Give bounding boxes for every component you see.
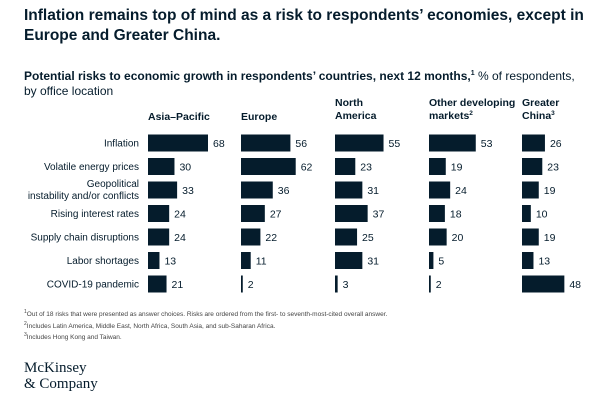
bar-north-america-labor-shortages xyxy=(335,252,363,269)
category-label-geopolitical-instability-and-or-conflicts: Geopolitical instability and/or conflicts xyxy=(28,179,139,202)
bar-europe-volatile-energy-prices xyxy=(241,158,296,175)
bar-greater-china-supply-chain-disruptions xyxy=(522,228,539,246)
bar-other-developing-markets-covid-19-pandemic xyxy=(429,275,431,293)
category-label-covid-19-pandemic: COVID-19 pandemic xyxy=(47,280,139,291)
bar-north-america-geopolitical-instability-and-or-conflicts xyxy=(335,181,363,199)
bar-europe-rising-interest-rates xyxy=(241,205,265,222)
chart-title: Inflation remains top of mind as a risk … xyxy=(24,7,584,44)
panel-header-other-developing-markets: Other developing markets2 xyxy=(429,97,515,122)
value-label-other-developing-markets-inflation: 53 xyxy=(481,138,493,150)
bar-other-developing-markets-labor-shortages xyxy=(429,252,434,269)
bar-asia-pacific-volatile-energy-prices xyxy=(148,158,175,175)
mckinsey-logo: McKinsey & Company xyxy=(24,360,98,392)
bar-asia-pacific-supply-chain-disruptions xyxy=(148,228,170,246)
bar-europe-supply-chain-disruptions xyxy=(241,228,261,246)
category-label-inflation: Inflation xyxy=(104,139,139,150)
bar-other-developing-markets-volatile-energy-prices xyxy=(429,158,446,175)
value-label-greater-china-labor-shortages: 13 xyxy=(538,256,550,268)
footnote-3: 3Includes Hong Kong and Taiwan. xyxy=(24,332,122,342)
value-label-asia-pacific-inflation: 68 xyxy=(213,138,225,150)
value-label-other-developing-markets-volatile-energy-prices: 19 xyxy=(451,162,463,174)
subtitle-unit: % of respondents, by office location xyxy=(24,69,575,98)
value-label-asia-pacific-rising-interest-rates: 24 xyxy=(174,209,186,221)
category-label-labor-shortages: Labor shortages xyxy=(67,256,139,267)
bar-asia-pacific-rising-interest-rates xyxy=(148,205,170,222)
value-label-europe-rising-interest-rates: 27 xyxy=(270,209,282,221)
bar-greater-china-labor-shortages xyxy=(522,252,534,269)
footnote-2: 2Includes Latin America, Middle East, No… xyxy=(24,320,276,330)
panel-header-asia-pacific: Asia–Pacific xyxy=(148,111,210,123)
value-label-other-developing-markets-covid-19-pandemic: 2 xyxy=(436,279,442,291)
bar-other-developing-markets-supply-chain-disruptions xyxy=(429,228,447,246)
value-label-europe-covid-19-pandemic: 2 xyxy=(248,279,254,291)
value-label-greater-china-volatile-energy-prices: 23 xyxy=(547,162,559,174)
panel-header-europe: Europe xyxy=(241,111,277,123)
bar-greater-china-rising-interest-rates xyxy=(522,205,531,222)
value-label-north-america-covid-19-pandemic: 3 xyxy=(343,279,349,291)
bar-chart: Asia–Pacific Europe North America Other deve… xyxy=(28,97,581,293)
value-label-europe-supply-chain-disruptions: 22 xyxy=(265,232,277,244)
value-label-greater-china-inflation: 26 xyxy=(550,138,562,150)
bar-north-america-covid-19-pandemic xyxy=(335,275,338,293)
category-label-volatile-energy-prices: Volatile energy prices xyxy=(44,162,139,173)
bar-greater-china-covid-19-pandemic xyxy=(522,275,565,293)
bar-europe-labor-shortages xyxy=(241,252,251,269)
value-label-other-developing-markets-rising-interest-rates: 18 xyxy=(450,209,462,221)
value-label-europe-labor-shortages: 11 xyxy=(256,256,267,268)
value-label-north-america-inflation: 55 xyxy=(389,138,401,150)
value-label-europe-volatile-energy-prices: 62 xyxy=(301,162,313,174)
bar-asia-pacific-covid-19-pandemic xyxy=(148,275,167,293)
bar-other-developing-markets-rising-interest-rates xyxy=(429,205,445,222)
panel-header-north-america: North America xyxy=(335,97,377,122)
value-label-north-america-rising-interest-rates: 37 xyxy=(373,209,385,221)
value-label-greater-china-covid-19-pandemic: 48 xyxy=(569,279,581,291)
bar-europe-inflation xyxy=(241,134,291,152)
bar-north-america-supply-chain-disruptions xyxy=(335,228,358,246)
value-label-north-america-labor-shortages: 31 xyxy=(367,256,379,268)
bar-other-developing-markets-geopolitical-instability-and-or-conflicts xyxy=(429,181,451,199)
bar-europe-geopolitical-instability-and-or-conflicts xyxy=(241,181,273,199)
subtitle-footnote-marker: 1 xyxy=(470,70,475,77)
chart-subtitle: Potential risks to economic growth in re… xyxy=(24,67,584,98)
bar-asia-pacific-geopolitical-instability-and-or-conflicts xyxy=(148,181,178,199)
bar-greater-china-geopolitical-instability-and-or-conflicts xyxy=(522,181,539,199)
value-label-north-america-supply-chain-disruptions: 25 xyxy=(362,232,374,244)
bar-other-developing-markets-inflation xyxy=(429,134,476,152)
value-label-greater-china-geopolitical-instability-and-or-conflicts: 19 xyxy=(544,185,556,197)
value-label-asia-pacific-covid-19-pandemic: 21 xyxy=(172,279,184,291)
bar-asia-pacific-labor-shortages xyxy=(148,252,160,269)
bar-north-america-inflation xyxy=(335,134,384,152)
value-label-other-developing-markets-labor-shortages: 5 xyxy=(438,256,444,268)
value-label-other-developing-markets-supply-chain-disruptions: 20 xyxy=(452,232,464,244)
value-label-europe-geopolitical-instability-and-or-conflicts: 36 xyxy=(278,185,290,197)
category-label-supply-chain-disruptions: Supply chain disruptions xyxy=(31,233,139,244)
logo-line-1: McKinsey xyxy=(24,360,87,376)
value-label-asia-pacific-volatile-energy-prices: 30 xyxy=(179,162,191,174)
bar-greater-china-volatile-energy-prices xyxy=(522,158,543,175)
bar-asia-pacific-inflation xyxy=(148,134,208,152)
value-label-other-developing-markets-geopolitical-instability-and-or-conflicts: 24 xyxy=(455,185,467,197)
value-label-europe-inflation: 56 xyxy=(295,138,307,150)
value-label-north-america-volatile-energy-prices: 23 xyxy=(360,162,372,174)
category-label-rising-interest-rates: Rising interest rates xyxy=(51,209,139,220)
bar-north-america-rising-interest-rates xyxy=(335,205,368,222)
value-label-asia-pacific-supply-chain-disruptions: 24 xyxy=(174,232,186,244)
value-label-north-america-geopolitical-instability-and-or-conflicts: 31 xyxy=(367,185,379,197)
bar-europe-covid-19-pandemic xyxy=(241,275,243,293)
logo-line-2: & Company xyxy=(24,376,98,392)
value-label-asia-pacific-labor-shortages: 13 xyxy=(164,256,176,268)
value-label-greater-china-supply-chain-disruptions: 19 xyxy=(544,232,556,244)
subtitle-main: Potential risks to economic growth in re… xyxy=(24,69,471,83)
footnote-1: 1Out of 18 risks that were presented as … xyxy=(24,309,388,319)
footnotes: 1Out of 18 risks that were presented as … xyxy=(24,308,584,343)
panel-header-greater-china: Greater China3 xyxy=(522,97,559,122)
bar-greater-china-inflation xyxy=(522,134,545,152)
value-label-greater-china-rising-interest-rates: 10 xyxy=(536,209,548,221)
bar-north-america-volatile-energy-prices xyxy=(335,158,356,175)
value-label-asia-pacific-geopolitical-instability-and-or-conflicts: 33 xyxy=(182,185,194,197)
